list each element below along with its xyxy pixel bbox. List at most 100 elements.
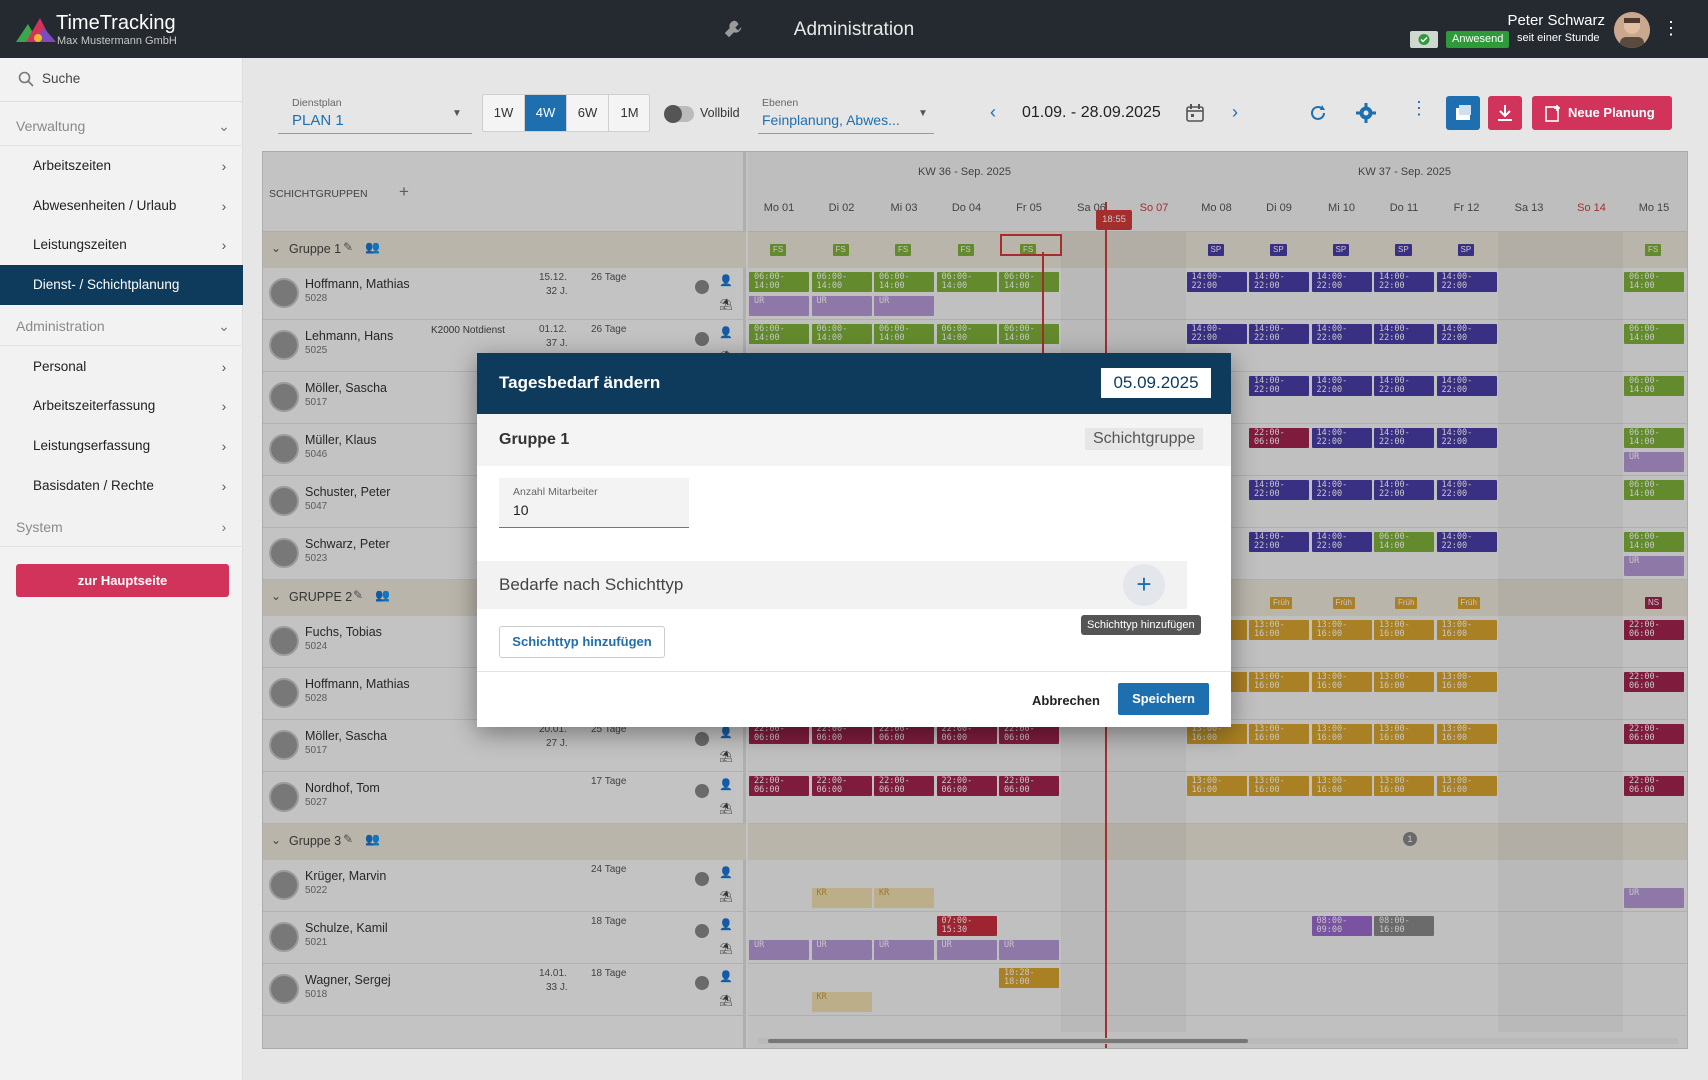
shift-block[interactable]: 14:00- 22:00 [1374, 272, 1434, 292]
absence-block[interactable]: UR [811, 296, 872, 316]
add-group-icon[interactable]: + [399, 182, 409, 201]
range-6w[interactable]: 6W [567, 95, 609, 131]
shift-block[interactable]: 08:00- 09:00 [1311, 916, 1372, 936]
employee-row[interactable]: Schulze, Kamil 5021 18 Tage 👤 ⛱ [263, 912, 746, 964]
shift-block[interactable]: 13:00- 16:00 [1436, 620, 1497, 640]
absence-block[interactable]: UR [811, 940, 872, 960]
employee-count-field[interactable]: Anzahl Mitarbeiter 10 [499, 478, 689, 528]
user-avatar[interactable] [1614, 12, 1650, 48]
shift-block[interactable]: 14:00- 22:00 [1374, 324, 1434, 344]
employee-row[interactable]: Hoffmann, Mathias 5028 15.12. 32 J. 26 Tage 👤… [263, 268, 746, 320]
sidebar-search[interactable]: Suche [0, 58, 243, 102]
shift-block[interactable]: 06:00- 14:00 [811, 272, 872, 292]
shift-block[interactable]: 22:00- 06:00 [1624, 724, 1684, 744]
shift-block[interactable]: 14:00- 22:00 [1186, 272, 1247, 292]
shift-block[interactable]: 14:00- 22:00 [1436, 480, 1497, 500]
fullscreen-toggle[interactable] [664, 105, 694, 123]
download-button[interactable] [1488, 96, 1522, 130]
beach-icon[interactable]: ⛱ [719, 943, 733, 955]
shift-block[interactable]: 06:00- 14:00 [1624, 376, 1684, 396]
shift-block[interactable]: 22:00- 06:00 [1624, 672, 1684, 692]
shift-block[interactable]: 14:00- 22:00 [1436, 324, 1497, 344]
field-value[interactable]: 10 [513, 502, 529, 518]
users-icon[interactable]: 👥 [375, 588, 390, 602]
shift-block[interactable]: 13:00- 16:00 [1436, 776, 1497, 796]
plan-select[interactable]: Dienstplan PLAN 1 ▼ [278, 94, 472, 134]
absence-block[interactable]: UR [999, 940, 1059, 960]
sidebar-item-arbeitszeiten[interactable]: Arbeitszeiten › [0, 146, 243, 186]
shift-block[interactable]: 22:00- 06:00 [749, 776, 809, 796]
shift-block[interactable]: 14:00- 22:00 [1311, 480, 1372, 500]
add-shift-type-button[interactable]: Schichttyp hinzufügen [499, 626, 665, 658]
absence-block[interactable]: UR [749, 296, 809, 316]
absence-block[interactable]: UR [1624, 888, 1684, 908]
shift-block[interactable]: 13:00- 16:00 [1436, 672, 1497, 692]
shift-block[interactable]: 13:00- 16:00 [1436, 724, 1497, 744]
beach-icon[interactable]: ⛱ [719, 299, 733, 311]
horizontal-scrollbar[interactable] [758, 1038, 1678, 1044]
person-icon[interactable] [695, 732, 709, 746]
absence-block[interactable]: UR [874, 296, 934, 316]
shift-block[interactable]: 22:00- 06:00 [1624, 776, 1684, 796]
sidebar-item-arbeitszeiterfassung[interactable]: Arbeitszeiterfassung › [0, 386, 243, 426]
layers-button[interactable] [1446, 96, 1480, 130]
sidebar-item-leistungszeiten[interactable]: Leistungszeiten › [0, 225, 243, 265]
shift-block[interactable]: 06:00- 14:00 [1624, 532, 1684, 552]
shift-block[interactable]: 14:00- 22:00 [1311, 428, 1372, 448]
shift-block[interactable]: 14:00- 22:00 [1374, 480, 1434, 500]
shift-block[interactable]: 10:28- 18:00 [999, 968, 1059, 988]
shift-block[interactable]: 13:00- 16:00 [1311, 724, 1372, 744]
shift-block[interactable]: 13:00- 16:00 [1374, 672, 1434, 692]
shift-block[interactable]: 13:00- 16:00 [1249, 672, 1309, 692]
beach-icon[interactable]: ⛱ [719, 995, 733, 1007]
next-period-icon[interactable]: › [1232, 102, 1238, 122]
shift-block[interactable]: 14:00- 22:00 [1311, 532, 1372, 552]
beach-icon[interactable]: ⛱ [719, 891, 733, 903]
user-assign-icon[interactable]: 👤 [719, 779, 733, 791]
person-icon[interactable] [695, 280, 709, 294]
more-vertical-icon[interactable]: ⋮ [1410, 98, 1428, 118]
beach-icon[interactable]: ⛱ [719, 751, 733, 763]
prev-period-icon[interactable]: ‹ [990, 102, 996, 122]
shift-block[interactable]: 14:00- 22:00 [1249, 376, 1309, 396]
employee-row[interactable]: Wagner, Sergej 5018 14.01. 33 J. 18 Tage 👤 ⛱ [263, 964, 746, 1016]
shift-block[interactable]: 07:00- 15:30 [936, 916, 997, 936]
absence-block[interactable]: UR [874, 940, 934, 960]
person-icon[interactable] [695, 872, 709, 886]
edit-icon[interactable]: ✎ [343, 832, 354, 846]
shift-block[interactable]: 13:00- 16:00 [1311, 620, 1372, 640]
absence-block[interactable]: KR [874, 888, 934, 908]
shift-block[interactable]: 14:00- 22:00 [1374, 428, 1434, 448]
shift-block[interactable]: 13:00- 16:00 [1249, 724, 1309, 744]
absence-block[interactable]: UR [1624, 556, 1684, 576]
shift-block[interactable]: 06:00- 14:00 [1624, 324, 1684, 344]
shift-block[interactable]: 22:00- 06:00 [999, 776, 1059, 796]
save-button[interactable]: Speichern [1118, 683, 1209, 715]
shift-block[interactable]: 14:00- 22:00 [1311, 272, 1372, 292]
sidebar-item-schichtplanung[interactable]: Dienst- / Schichtplanung [0, 265, 243, 305]
employee-row[interactable]: Nordhof, Tom 5027 17 Tage 👤 ⛱ [263, 772, 746, 824]
range-1w[interactable]: 1W [483, 95, 525, 131]
shift-block[interactable]: 06:00- 14:00 [749, 324, 809, 344]
shift-block[interactable]: 06:00- 14:00 [1624, 480, 1684, 500]
user-assign-icon[interactable]: 👤 [719, 971, 733, 983]
edit-icon[interactable]: ✎ [343, 240, 354, 254]
gear-icon[interactable] [1356, 103, 1376, 123]
calendar-icon[interactable] [1186, 104, 1204, 122]
user-assign-icon[interactable]: 👤 [719, 327, 733, 339]
shift-block[interactable]: 08:00- 16:00 [1374, 916, 1434, 936]
shift-block[interactable]: 22:00- 06:00 [1249, 428, 1309, 448]
person-icon[interactable] [695, 976, 709, 990]
shift-block[interactable]: 13:00- 16:00 [1186, 776, 1247, 796]
cancel-button[interactable]: Abbrechen [1032, 693, 1100, 708]
shift-block[interactable]: 14:00- 22:00 [1249, 480, 1309, 500]
shift-block[interactable]: 14:00- 22:00 [1374, 376, 1434, 396]
shift-block[interactable]: 14:00- 22:00 [1436, 428, 1497, 448]
shift-block[interactable]: 06:00- 14:00 [874, 272, 934, 292]
shift-block[interactable]: 14:00- 22:00 [1311, 324, 1372, 344]
sidebar-section-administration[interactable]: Administration ⌄ [0, 306, 243, 346]
shift-block[interactable]: 22:00- 06:00 [936, 724, 997, 744]
add-shift-type-icon[interactable]: + [1123, 564, 1165, 606]
shift-block[interactable]: 06:00- 14:00 [1624, 272, 1684, 292]
shift-block[interactable]: 14:00- 22:00 [1186, 324, 1247, 344]
